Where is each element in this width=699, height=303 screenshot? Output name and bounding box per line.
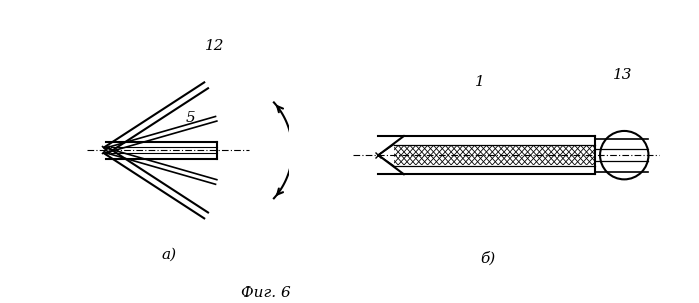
Text: a): a) (161, 248, 177, 262)
Text: 1: 1 (475, 75, 485, 89)
Bar (394, 145, 595, 165)
Text: Фиг. 6: Фиг. 6 (240, 286, 291, 300)
Text: 12: 12 (205, 39, 224, 53)
Text: б): б) (480, 251, 496, 265)
Text: 13: 13 (613, 68, 633, 82)
Text: 5: 5 (185, 111, 195, 125)
